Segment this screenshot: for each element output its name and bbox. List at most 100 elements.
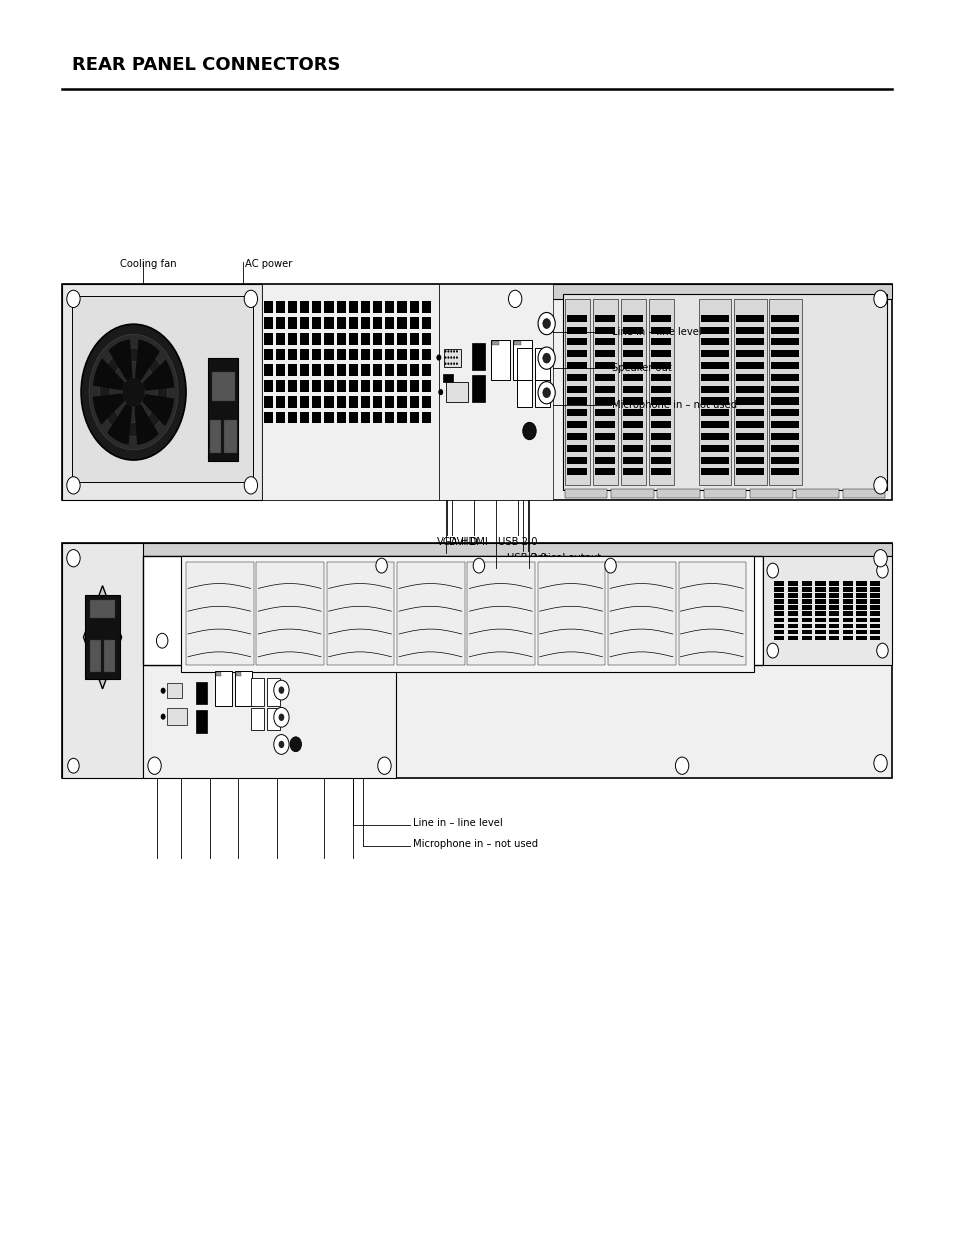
- Circle shape: [110, 362, 157, 422]
- Text: AC power: AC power: [245, 259, 293, 269]
- Text: Microphone in – not used: Microphone in – not used: [413, 839, 537, 848]
- Bar: [62, 543, 891, 778]
- Circle shape: [122, 377, 145, 408]
- Bar: [62, 284, 262, 500]
- Bar: [373, 380, 382, 391]
- Circle shape: [274, 680, 289, 700]
- Bar: [736, 385, 763, 393]
- Bar: [622, 315, 642, 322]
- Bar: [622, 421, 642, 429]
- Bar: [360, 380, 370, 391]
- Polygon shape: [107, 404, 132, 445]
- Bar: [678, 562, 745, 666]
- Bar: [336, 332, 345, 345]
- Bar: [841, 599, 852, 604]
- Bar: [300, 411, 309, 424]
- Bar: [312, 301, 321, 312]
- Bar: [349, 301, 357, 312]
- Bar: [841, 588, 852, 592]
- Bar: [336, 396, 345, 408]
- Bar: [771, 468, 798, 475]
- Bar: [62, 284, 891, 299]
- Circle shape: [161, 688, 165, 693]
- Bar: [312, 317, 321, 329]
- Bar: [275, 396, 285, 408]
- Bar: [856, 636, 865, 640]
- Bar: [801, 605, 811, 610]
- Bar: [773, 636, 783, 640]
- Circle shape: [447, 357, 449, 359]
- Bar: [263, 317, 273, 329]
- Bar: [594, 338, 615, 346]
- Bar: [492, 341, 498, 346]
- Bar: [143, 556, 762, 666]
- Bar: [828, 588, 839, 592]
- Bar: [288, 332, 296, 345]
- Bar: [360, 301, 370, 312]
- Bar: [288, 364, 296, 377]
- Bar: [594, 421, 615, 429]
- Bar: [700, 374, 728, 380]
- Bar: [373, 301, 382, 312]
- Bar: [105, 640, 115, 672]
- Bar: [650, 351, 670, 357]
- Polygon shape: [143, 359, 174, 390]
- Bar: [622, 362, 642, 369]
- Bar: [385, 301, 394, 312]
- Circle shape: [278, 741, 284, 748]
- Bar: [736, 362, 763, 369]
- Circle shape: [873, 755, 886, 772]
- Circle shape: [604, 558, 616, 573]
- Bar: [771, 445, 798, 452]
- Text: VGA: VGA: [436, 537, 457, 547]
- Bar: [312, 380, 321, 391]
- Bar: [700, 398, 728, 405]
- Bar: [300, 317, 309, 329]
- Bar: [409, 364, 418, 377]
- Bar: [349, 364, 357, 377]
- Bar: [841, 636, 852, 640]
- Bar: [787, 624, 798, 629]
- Bar: [349, 396, 357, 408]
- Bar: [195, 682, 207, 704]
- Bar: [535, 348, 550, 380]
- Bar: [373, 396, 382, 408]
- Bar: [700, 326, 728, 333]
- Bar: [787, 593, 798, 598]
- Bar: [594, 315, 615, 322]
- Bar: [421, 364, 431, 377]
- Bar: [360, 332, 370, 345]
- Bar: [324, 364, 334, 377]
- Bar: [275, 364, 285, 377]
- Bar: [736, 433, 763, 440]
- Bar: [611, 489, 653, 498]
- Bar: [263, 396, 273, 408]
- Circle shape: [873, 550, 886, 567]
- Bar: [815, 599, 824, 604]
- Circle shape: [537, 312, 555, 335]
- Bar: [856, 582, 865, 585]
- Bar: [650, 385, 670, 393]
- Bar: [869, 605, 880, 610]
- Bar: [815, 618, 824, 622]
- Bar: [349, 380, 357, 391]
- Bar: [514, 341, 520, 346]
- Circle shape: [436, 356, 440, 361]
- Circle shape: [438, 390, 442, 395]
- Bar: [566, 315, 586, 322]
- Text: USB 3.0: USB 3.0: [506, 553, 546, 563]
- Bar: [841, 489, 884, 498]
- Bar: [566, 362, 586, 369]
- Bar: [396, 562, 464, 666]
- Bar: [86, 595, 120, 679]
- Bar: [801, 582, 811, 585]
- Bar: [409, 301, 418, 312]
- Circle shape: [453, 357, 455, 359]
- Bar: [251, 678, 264, 705]
- Bar: [856, 605, 865, 610]
- Text: Line in – line level: Line in – line level: [612, 326, 701, 337]
- Bar: [773, 605, 783, 610]
- Bar: [736, 421, 763, 429]
- Bar: [397, 332, 406, 345]
- Bar: [736, 326, 763, 333]
